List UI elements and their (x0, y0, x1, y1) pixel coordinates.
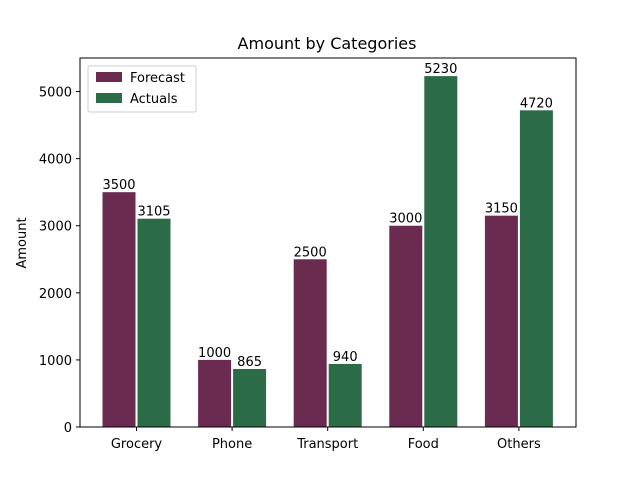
legend-swatch-forecast (96, 72, 122, 82)
x-tick-label-phone: Phone (212, 437, 252, 452)
y-tick-label: 1000 (39, 354, 72, 369)
legend-label-actuals: Actuals (130, 92, 178, 107)
y-tick-label: 3000 (39, 220, 72, 235)
x-tick-label-grocery: Grocery (111, 437, 163, 452)
y-tick-label: 4000 (39, 153, 72, 168)
x-tick-label-food: Food (408, 437, 439, 452)
data-label-actuals-grocery: 3105 (137, 205, 170, 220)
bar-actuals-food (424, 76, 458, 427)
y-tick-label: 5000 (39, 86, 72, 101)
bar-actuals-others (519, 110, 553, 428)
chart-title: Amount by Categories (238, 34, 417, 53)
data-label-forecast-grocery: 3500 (102, 178, 135, 193)
bar-forecast-transport (293, 259, 327, 427)
bar-actuals-phone (233, 368, 267, 427)
data-label-actuals-transport: 940 (333, 350, 358, 365)
x-tick-label-others: Others (497, 437, 541, 452)
bar-forecast-grocery (102, 192, 136, 427)
y-axis-label: Amount (15, 217, 30, 268)
plot-frame (79, 57, 577, 428)
data-label-actuals-others: 4720 (520, 96, 553, 111)
legend-swatch-actuals (96, 93, 122, 103)
x-tick-label-transport: Transport (296, 437, 358, 452)
legend-label-forecast: Forecast (130, 71, 185, 86)
data-label-forecast-phone: 1000 (198, 346, 231, 361)
bar-forecast-food (389, 225, 423, 427)
data-label-forecast-others: 3150 (485, 202, 518, 217)
data-label-forecast-transport: 2500 (294, 245, 327, 260)
bar-forecast-others (484, 215, 518, 427)
data-label-forecast-food: 3000 (389, 212, 422, 227)
data-label-actuals-phone: 865 (237, 355, 262, 370)
bar-actuals-grocery (137, 218, 171, 427)
bar-actuals-transport (328, 363, 362, 427)
bar-forecast-phone (198, 359, 232, 427)
y-tick-label: 0 (64, 421, 72, 436)
y-tick-label: 2000 (39, 287, 72, 302)
data-label-actuals-food: 5230 (424, 62, 457, 77)
